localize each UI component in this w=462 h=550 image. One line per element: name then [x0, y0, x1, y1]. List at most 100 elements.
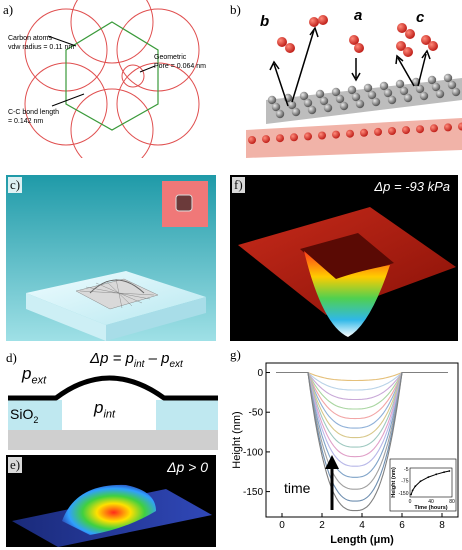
profile-curve — [276, 371, 448, 467]
y-axis-label: Height (nm) — [231, 411, 243, 468]
carbon-atom — [395, 79, 405, 89]
profile-curve — [276, 371, 448, 478]
carbon-atom-circle — [70, 88, 154, 158]
inset-chart: 0 40 80 -5 -75 -150 — [389, 458, 457, 512]
pore-circle — [121, 64, 145, 88]
panel-e-label: e) — [8, 457, 23, 473]
inset-y-tick-label: -5 — [404, 467, 409, 473]
carbon-atom-circle — [70, 0, 154, 64]
carbon-atom — [335, 94, 345, 104]
panel-c-label: c) — [8, 177, 23, 193]
panel-a: Carbon atoms vdw radius = 0.11 nm Geomet… — [0, 0, 218, 158]
substrate-atom — [402, 126, 410, 135]
carbon-atom — [367, 90, 377, 100]
annot-pore-2: Pore = 0.064 nm — [154, 63, 206, 70]
substrate-atom — [374, 127, 382, 136]
carbon-atom — [323, 103, 333, 113]
substrate-atom — [444, 123, 452, 132]
carbon-atom — [447, 80, 457, 90]
inset-y-tick-label: -150 — [398, 491, 408, 497]
x-tick-label: 6 — [399, 520, 405, 531]
substrate-atom — [360, 128, 368, 137]
bulge-dome — [62, 484, 156, 535]
carbon-atom — [339, 101, 349, 111]
carbon-atom — [275, 109, 285, 119]
carbon-atom — [307, 105, 317, 115]
carbon-atom — [383, 88, 393, 98]
sio2-text: SiO — [10, 406, 34, 422]
inset-point — [414, 485, 417, 488]
arrow-bond — [51, 93, 85, 107]
panel-e-render — [12, 484, 212, 547]
mechanism-tag-b: b — [260, 13, 269, 30]
formula-prefix: Δp = — [90, 350, 126, 367]
x-tick-label: 0 — [279, 520, 285, 531]
carbon-atom — [415, 84, 425, 94]
inset-point — [435, 473, 438, 476]
annot-carbon-2: vdw radius = 0.11 nm — [8, 44, 74, 51]
silicon-layer — [8, 430, 218, 450]
formula-p1: p — [125, 350, 134, 367]
substrate-atom — [318, 131, 326, 140]
carbon-atom — [443, 73, 453, 83]
carbon-atom — [435, 89, 445, 99]
substrate-atom — [388, 127, 396, 135]
profile-curves — [276, 371, 448, 512]
substrate-atom — [262, 135, 270, 144]
formula-mid: – — [144, 350, 162, 367]
panel-e: e) Δp > 0 — [6, 455, 216, 547]
substrate-atom — [248, 136, 256, 144]
x-axis-label: Length (μm) — [330, 534, 394, 546]
inset-x-tick-label: 40 — [428, 499, 434, 505]
carbon-atom — [271, 102, 281, 112]
inset-x-tick-label: 0 — [409, 499, 412, 505]
carbon-atom — [299, 91, 309, 101]
panel-d-label: d) — [6, 350, 17, 365]
formula-p2-sub: ext — [169, 359, 183, 370]
panel-d-diagram — [8, 375, 218, 450]
formula-p1-sub: int — [133, 359, 145, 370]
x-tick-label: 4 — [359, 520, 365, 531]
profile-curve — [276, 371, 448, 490]
annot-bond-2: = 0.142 nm — [8, 118, 43, 125]
p-ext-symbol: p — [22, 364, 32, 383]
substrate-atom — [416, 125, 424, 134]
x-tick-label: 8 — [439, 520, 445, 531]
profile-curve — [276, 371, 448, 448]
substrate-atom — [290, 133, 298, 142]
y-tick-label: -100 — [243, 447, 263, 458]
pressure-formula: Δp = pint – pext — [90, 350, 183, 370]
sio2-sub: 2 — [33, 414, 39, 425]
inset-point — [448, 470, 451, 472]
carbon-atom — [427, 75, 437, 85]
height-profile-chart: 0 2 4 6 80-50-100-150 0 40 80-5-75-150 Height … — [231, 362, 459, 546]
sio2-label: SiO2 — [10, 406, 38, 425]
membrane-bulge — [8, 375, 218, 401]
p-ext-label: pext — [22, 364, 46, 386]
oxygen-molecules — [277, 15, 438, 57]
profile-curve — [276, 371, 448, 401]
cavity — [62, 400, 156, 430]
mechanism-tag-c: c — [416, 9, 425, 26]
panel-e-pressure: Δp > 0 — [167, 459, 208, 475]
inset-point — [410, 493, 412, 496]
carbon-atom — [419, 91, 429, 101]
deflection-well — [304, 251, 390, 337]
substrate-atom — [458, 122, 462, 131]
carbon-atom — [267, 95, 277, 105]
panel-b: b a c b) — [226, 0, 462, 158]
chart-axes: 0 2 4 6 80-50-100-150 — [243, 362, 459, 531]
annot-bond-1: C-C bond length — [8, 109, 59, 116]
p-int-symbol: p — [94, 398, 104, 417]
panel-b-diagram: b a c — [246, 7, 462, 158]
p-int-label: pint — [94, 398, 115, 420]
inset-point — [427, 476, 430, 479]
substrate-atom — [430, 124, 438, 133]
panel-a-diagram: Carbon atoms vdw radius = 0.11 nm Geomet… — [8, 0, 206, 158]
y-tick-label: 0 — [257, 368, 263, 379]
substrate-atom — [276, 134, 284, 143]
carbon-atom — [291, 107, 301, 117]
annot-pore-1: Geometric — [154, 54, 187, 61]
profile-curve — [276, 371, 448, 429]
panel-g-label: g) — [230, 347, 241, 362]
